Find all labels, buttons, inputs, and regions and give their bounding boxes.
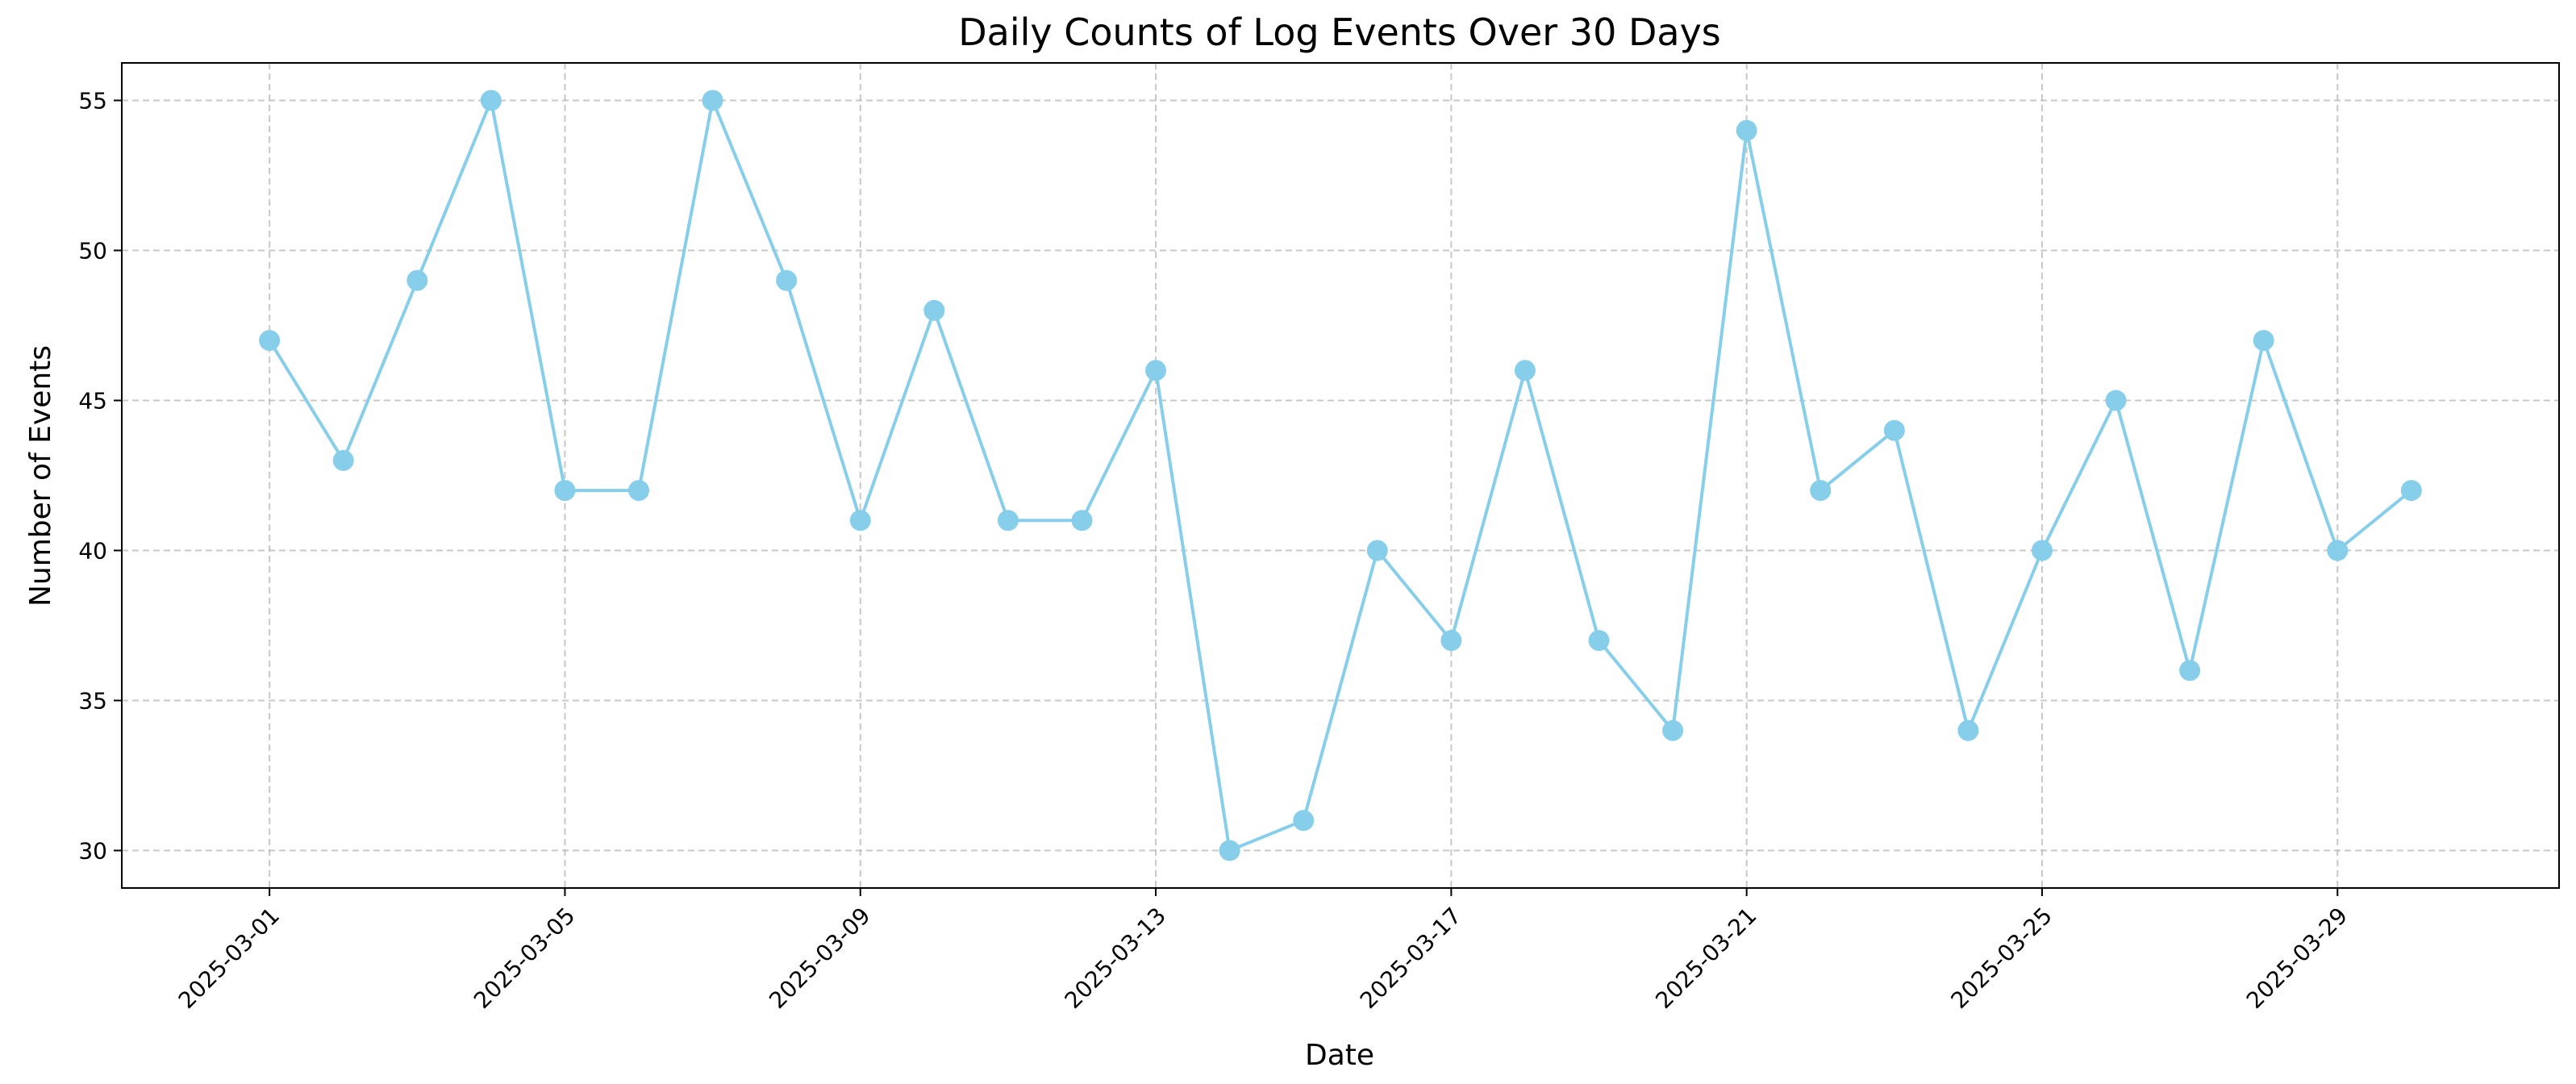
data-point <box>259 330 281 352</box>
data-point <box>1071 510 1093 532</box>
grid <box>122 63 2559 888</box>
data-point <box>1514 360 1536 381</box>
data-point <box>997 510 1019 532</box>
data-point <box>2031 540 2053 561</box>
data-point <box>1810 480 1832 502</box>
data-point <box>1588 630 1610 652</box>
y-tick-label: 40 <box>78 538 107 565</box>
series-line <box>268 98 2413 853</box>
series-line-layer <box>268 98 2413 853</box>
data-point <box>332 449 354 471</box>
data-point <box>628 480 650 502</box>
data-point <box>554 480 576 502</box>
data-point <box>2253 330 2274 352</box>
data-point <box>2400 480 2422 502</box>
data-point <box>1883 419 1905 441</box>
data-point <box>480 90 502 111</box>
data-point <box>1662 719 1684 741</box>
y-tick-label: 45 <box>78 388 107 415</box>
data-point <box>1366 540 1388 561</box>
x-axis-label: Date <box>1305 1039 1374 1072</box>
data-point <box>406 269 428 291</box>
y-tick-label: 50 <box>78 238 107 265</box>
data-point <box>702 90 723 111</box>
data-point <box>2105 390 2127 411</box>
data-point <box>1293 810 1315 832</box>
chart-title: Daily Counts of Log Events Over 30 Days <box>958 10 1721 54</box>
y-tick-label: 55 <box>78 88 107 115</box>
data-point <box>2327 540 2349 561</box>
data-point <box>923 299 945 321</box>
data-point <box>1440 630 1462 652</box>
y-tick-label: 35 <box>78 688 107 715</box>
plot-area-frame <box>121 62 2560 889</box>
y-tick-label: 30 <box>78 838 107 865</box>
y-axis-ticks: 30 35 40 45 50 55 <box>78 88 122 865</box>
data-point <box>1736 119 1757 141</box>
data-point <box>2179 660 2201 682</box>
data-points <box>259 90 2422 861</box>
data-point <box>1145 360 1167 381</box>
data-point <box>1957 719 1979 741</box>
data-point <box>776 269 798 291</box>
y-axis-label: Number of Events <box>24 345 57 607</box>
data-point <box>1219 840 1240 861</box>
data-point <box>849 510 871 532</box>
